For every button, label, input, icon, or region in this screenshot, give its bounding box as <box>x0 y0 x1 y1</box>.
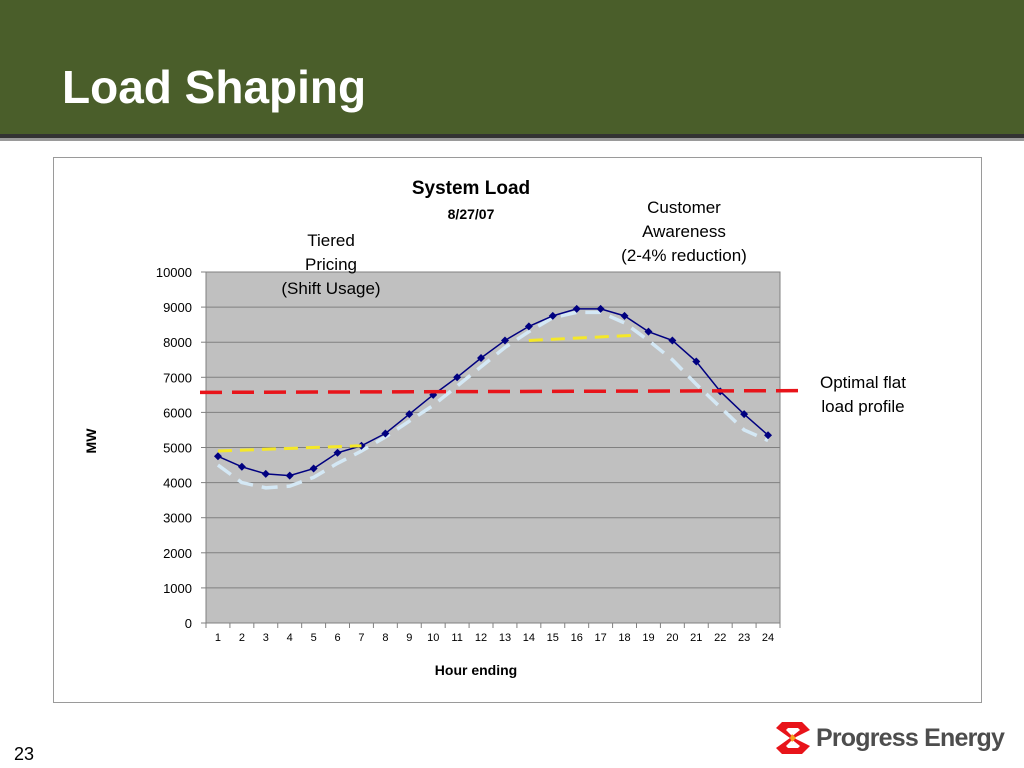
optimal-flat-line <box>199 388 804 395</box>
company-logo: Progress Energy <box>774 716 1005 760</box>
x-tick-label: 7 <box>358 632 364 644</box>
data-point <box>524 322 533 331</box>
y-axis-label: MW <box>83 428 99 454</box>
tiered-shift-line <box>217 444 362 453</box>
x-tick-label: 5 <box>311 632 317 644</box>
y-tick-label: 2000 <box>163 546 192 561</box>
x-tick-label: 9 <box>406 632 412 644</box>
page-number: 23 <box>14 744 35 764</box>
data-point <box>692 357 701 366</box>
y-tick-label: 7000 <box>163 370 192 385</box>
data-point <box>405 410 414 419</box>
data-point <box>764 431 773 440</box>
data-point <box>596 304 605 313</box>
progress-energy-logo-icon <box>776 722 810 754</box>
chart-subtitle: 8/27/07 <box>447 206 495 222</box>
chart-title: System Load <box>411 178 531 199</box>
data-point <box>620 311 629 320</box>
x-tick-label: 12 <box>475 632 487 644</box>
data-point <box>213 452 222 461</box>
x-tick-label: 4 <box>287 632 293 644</box>
data-point <box>477 353 486 362</box>
annotation-line: load profile <box>821 397 905 416</box>
x-tick-label: 19 <box>642 632 654 644</box>
x-tick-label: 23 <box>738 632 750 644</box>
x-tick-label: 2 <box>239 632 245 644</box>
logo-text: Progress Energy <box>816 724 1005 752</box>
data-point <box>381 429 390 438</box>
annotation-line: Awareness <box>642 222 726 241</box>
system-load-line <box>217 308 769 477</box>
y-tick-label: 3000 <box>163 511 192 526</box>
y-tick-label: 9000 <box>163 300 192 315</box>
annotation-tiered-pricing: Tiered Pricing (Shift Usage) <box>258 229 404 301</box>
x-tick-label: 16 <box>571 632 583 644</box>
y-tick-label: 4000 <box>163 476 192 491</box>
header-rule-shadow <box>0 138 1024 141</box>
data-point <box>500 336 509 345</box>
annotation-line: Customer <box>647 198 721 217</box>
customer-awareness-line <box>528 333 637 342</box>
data-point <box>740 410 749 419</box>
y-tick-label: 0 <box>185 616 192 631</box>
data-point <box>548 311 557 320</box>
annotation-line: Tiered <box>307 231 355 250</box>
x-tick-label: 20 <box>666 632 678 644</box>
y-tick-label: 8000 <box>163 335 192 350</box>
x-tick-label: 18 <box>618 632 630 644</box>
x-tick-label: 15 <box>547 632 559 644</box>
header-band <box>0 0 1024 134</box>
x-tick-label: 22 <box>714 632 726 644</box>
data-point <box>285 471 294 480</box>
header-rule <box>0 134 1024 138</box>
x-tick-label: 21 <box>690 632 702 644</box>
reduced-load-curve <box>216 310 769 490</box>
data-point <box>333 448 342 457</box>
data-point <box>453 373 462 382</box>
x-tick-label: 24 <box>762 632 774 644</box>
x-tick-label: 13 <box>499 632 511 644</box>
annotation-line: (Shift Usage) <box>281 279 381 298</box>
x-tick-label: 6 <box>334 632 340 644</box>
annotation-line: Pricing <box>305 255 357 274</box>
x-tick-label: 14 <box>523 632 535 644</box>
x-tick-label: 11 <box>451 632 462 644</box>
data-point <box>668 336 677 345</box>
annotation-optimal-flat: Optimal flat load profile <box>796 371 930 419</box>
x-tick-label: 17 <box>595 632 607 644</box>
data-point <box>644 327 653 336</box>
annotation-customer-awareness: Customer Awareness (2-4% reduction) <box>596 196 772 268</box>
y-tick-label: 10000 <box>156 265 192 280</box>
y-tick-label: 5000 <box>163 441 192 456</box>
x-tick-label: 1 <box>215 632 221 644</box>
data-point <box>261 469 270 478</box>
data-point <box>572 304 581 313</box>
y-tick-label: 1000 <box>163 581 192 596</box>
data-point <box>237 462 246 471</box>
x-tick-label: 10 <box>427 632 439 644</box>
annotation-line: (2-4% reduction) <box>621 246 747 265</box>
x-axis-label: Hour ending <box>434 662 518 678</box>
slide-title: Load Shaping <box>62 61 367 113</box>
data-point <box>309 464 318 473</box>
x-tick-label: 3 <box>263 632 269 644</box>
annotation-line: Optimal flat <box>820 373 906 392</box>
x-tick-label: 8 <box>382 632 388 644</box>
y-tick-label: 6000 <box>163 405 192 420</box>
